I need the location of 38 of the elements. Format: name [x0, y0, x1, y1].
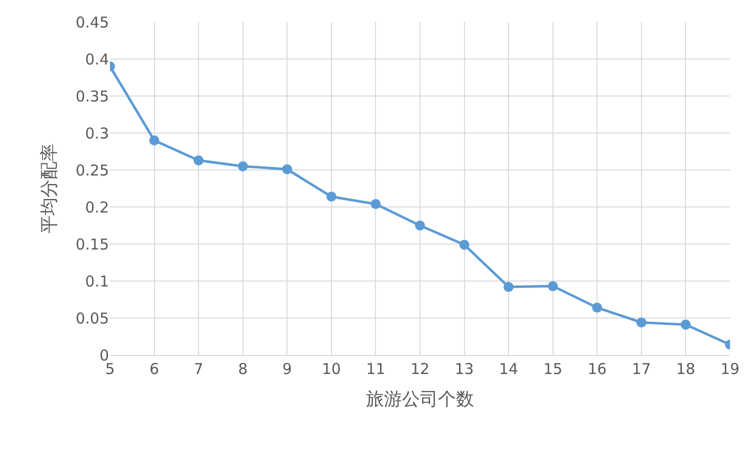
y-tick-label: 0.15 [76, 235, 109, 254]
x-axis-title: 旅游公司个数 [366, 389, 474, 410]
point [238, 161, 248, 172]
x-tick-label: 15 [543, 360, 562, 378]
point [680, 320, 691, 330]
point [636, 317, 646, 328]
x-tick-label: 7 [194, 360, 204, 378]
x-tick-label: 16 [588, 360, 607, 378]
point [370, 199, 381, 210]
point [548, 281, 558, 292]
point [149, 135, 160, 146]
point [194, 155, 204, 166]
y-tick-label: 0.1 [85, 272, 109, 290]
x-tick-label: 19 [720, 360, 740, 378]
x-tick-label: 8 [238, 360, 248, 378]
y-tick-label: 0.45 [76, 13, 109, 32]
y-tick-label: 0.4 [85, 50, 109, 68]
y-axis-title: 平均分配率 [38, 144, 60, 234]
point [326, 192, 336, 202]
y-tick-label: 0.25 [76, 161, 109, 180]
x-tick-label: 11 [366, 360, 386, 378]
x-tick-label: 18 [676, 360, 696, 378]
x-tick-label: 6 [150, 360, 160, 378]
point [415, 220, 425, 230]
x-tick-label: 9 [282, 360, 292, 378]
x-tick-label: 10 [322, 360, 341, 378]
y-tick-label: 0.2 [85, 198, 109, 216]
point [282, 164, 292, 174]
point [504, 282, 514, 292]
y-tick-label: 0.05 [76, 309, 109, 328]
x-tick-label: 12 [410, 360, 430, 378]
y-tick-label: 0.3 [85, 124, 109, 142]
y-tick-label: 0.35 [76, 87, 109, 106]
point [592, 302, 602, 313]
x-tick-label: 14 [499, 360, 518, 378]
point [459, 240, 470, 250]
x-tick-label: 17 [632, 360, 651, 378]
x-tick-label: 13 [454, 360, 474, 378]
